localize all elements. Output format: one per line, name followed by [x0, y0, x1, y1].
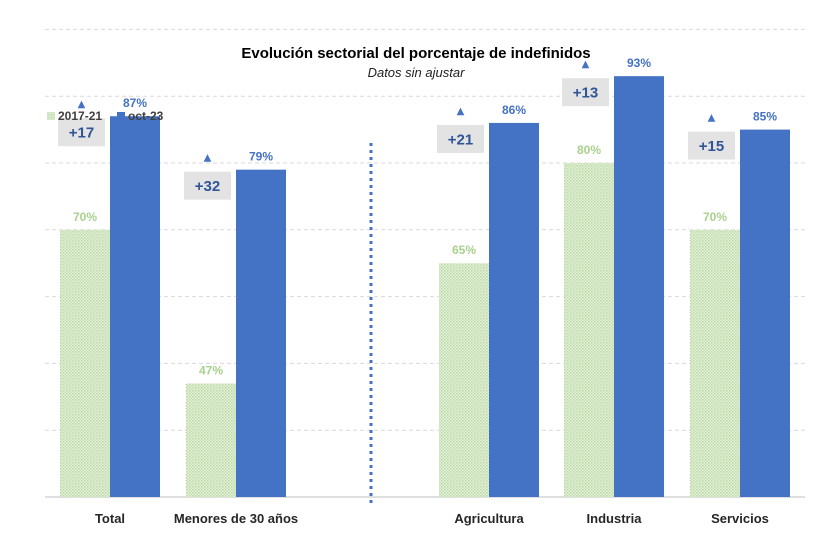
data-label-oct-23: 93% [627, 56, 651, 70]
legend-swatch-2017-21 [47, 112, 55, 120]
legend-label-oct-23: oct-23 [128, 109, 164, 123]
data-label-2017-21: 47% [199, 363, 223, 377]
bar-2017-21 [564, 163, 614, 497]
difference-label: +17 [69, 125, 94, 142]
difference-badge [184, 171, 231, 200]
data-label-2017-21: 80% [577, 143, 601, 157]
gridlines [45, 28, 805, 498]
data-labels: 70% 87% +17 ▲ 47% 79% +32 ▲ 65% 86% +21 ▲ 80% 93% +13 ▲… [58, 56, 777, 377]
bar-oct-23 [740, 129, 790, 497]
bar-oct-23 [489, 122, 539, 498]
up-arrow-icon: ▲ [582, 59, 590, 70]
difference-badge [562, 78, 609, 107]
data-label-2017-21: 65% [452, 243, 476, 257]
difference-badge [437, 124, 484, 153]
category-label: Servicios [711, 511, 769, 526]
legend: 2017-21 oct-23 [47, 109, 164, 123]
category-label: Total [95, 511, 125, 526]
up-arrow-icon: ▲ [78, 99, 86, 110]
bar-oct-23 [614, 76, 664, 497]
difference-badge [58, 118, 105, 147]
bar-2017-21 [60, 229, 110, 498]
data-label-2017-21: 70% [73, 210, 97, 224]
up-arrow-icon: ▲ [708, 113, 716, 124]
data-label-oct-23: 85% [753, 110, 777, 124]
category-label: Industria [587, 511, 643, 526]
category-label: Agricultura [454, 511, 524, 526]
legend-label-2017-21: 2017-21 [58, 109, 102, 123]
chart-title: Evolución sectorial del porcentaje de in… [241, 45, 590, 62]
difference-label: +21 [448, 131, 473, 148]
category-label: Menores de 30 años [174, 511, 298, 526]
legend-swatch-oct-23 [117, 112, 125, 120]
bar-2017-21 [186, 383, 236, 497]
data-label-2017-21: 70% [703, 210, 727, 224]
difference-label: +32 [195, 178, 220, 195]
data-label-oct-23: 79% [249, 150, 273, 164]
up-arrow-icon: ▲ [457, 106, 465, 117]
bar-oct-23 [110, 116, 160, 498]
difference-label: +13 [573, 85, 598, 102]
chart-subtitle: Datos sin ajustar [368, 65, 465, 80]
bars [60, 76, 790, 498]
difference-badge [688, 131, 735, 160]
bar-oct-23 [236, 169, 286, 497]
category-axis: Total Menores de 30 años Agricultura Indust… [95, 511, 769, 526]
bar-2017-21 [439, 263, 489, 497]
difference-label: +15 [699, 138, 724, 155]
data-label-oct-23: 86% [502, 103, 526, 117]
data-label-oct-23: 87% [123, 96, 147, 110]
up-arrow-icon: ▲ [204, 153, 212, 164]
bar-2017-21 [690, 229, 740, 498]
